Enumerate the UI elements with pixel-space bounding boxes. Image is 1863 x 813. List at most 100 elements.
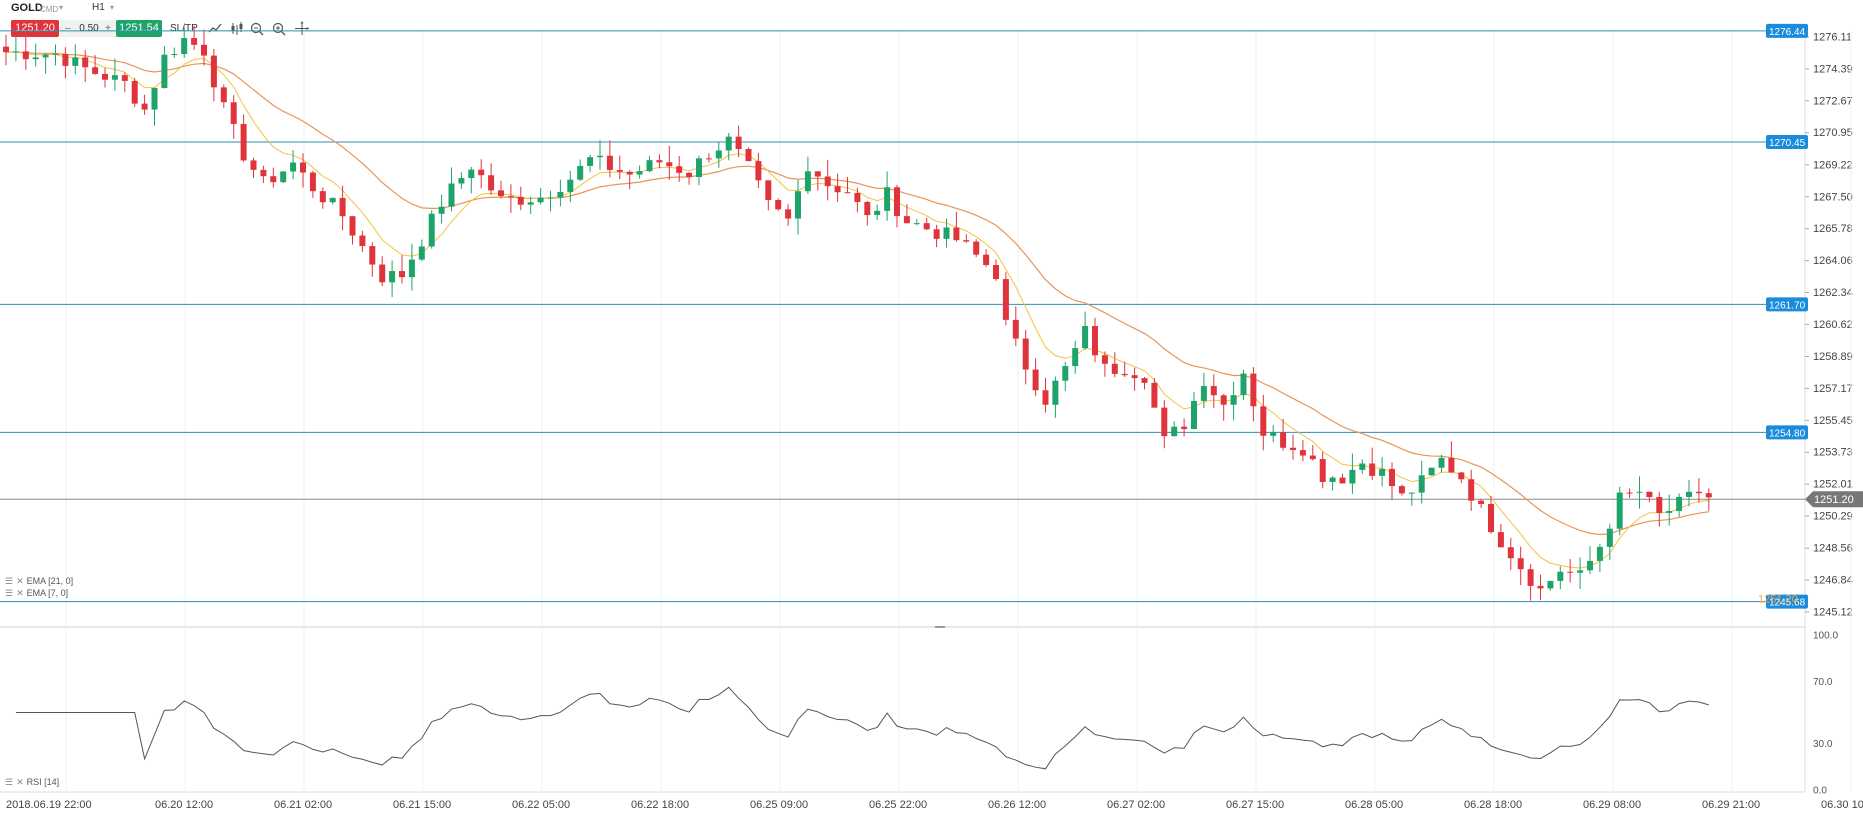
price-tick-label: 1267.50	[1813, 191, 1853, 203]
ema21-legend[interactable]: ☰ ✕ EMA [21, 0]	[5, 576, 73, 587]
candle-body	[1448, 457, 1455, 473]
candle-body	[587, 157, 594, 166]
candle-body	[62, 53, 69, 66]
candle-body	[102, 73, 108, 80]
candle-body	[725, 136, 732, 151]
candle-body	[686, 172, 693, 178]
time-tick-label: 06.29 21:00	[1702, 799, 1760, 811]
candle-body	[775, 200, 782, 210]
timeframe-dropdown-icon[interactable]: ▾	[110, 3, 115, 12]
crosshair-icon[interactable]	[294, 20, 310, 37]
candle-body	[1349, 469, 1356, 484]
candle-body	[616, 169, 623, 172]
increase-button[interactable]: +	[105, 23, 111, 34]
candle-body	[1141, 378, 1148, 383]
candle-body	[735, 136, 742, 150]
close-icon[interactable]: ✕	[16, 576, 24, 586]
zoom-in-icon[interactable]	[271, 20, 287, 37]
candle-body	[646, 160, 653, 172]
price-level-tag-label: 1276.44	[1769, 27, 1806, 38]
price-level-tag	[1766, 425, 1808, 440]
menu-icon[interactable]: ☰	[5, 777, 14, 787]
candle-body	[1468, 479, 1475, 501]
price-tick-label: 1257.17	[1813, 383, 1853, 395]
line-chart-icon[interactable]	[207, 20, 223, 37]
candle-body	[260, 169, 267, 177]
price-tick-label: 1269.22	[1813, 159, 1853, 171]
candle-body	[498, 190, 504, 197]
candle-body	[1646, 491, 1653, 498]
decrease-button[interactable]: –	[65, 23, 71, 34]
candle-body	[1082, 326, 1089, 349]
candle-body	[92, 67, 99, 74]
candle-body	[309, 172, 316, 192]
candle-body	[72, 57, 79, 66]
candle-body	[1290, 447, 1296, 451]
candle-body	[844, 192, 851, 194]
rsi-tick-label: 100.0	[1813, 631, 1838, 642]
ema7-legend[interactable]: ☰ ✕ EMA [7, 0]	[5, 588, 68, 599]
candle-body	[606, 155, 613, 170]
candle-body	[1220, 395, 1227, 405]
candle-body	[121, 75, 128, 81]
candle-body	[1062, 366, 1069, 381]
symbol-name[interactable]: GOLD	[11, 2, 43, 14]
candle-body	[349, 216, 356, 236]
price-level-tag-label: 1270.45	[1769, 138, 1806, 149]
candle-body	[636, 171, 643, 175]
time-tick-label: 06.22 05:00	[512, 799, 570, 811]
candle-body	[1577, 570, 1584, 573]
price-level-tag	[1766, 135, 1808, 150]
candle-body	[1705, 493, 1712, 498]
close-icon[interactable]: ✕	[16, 588, 24, 598]
candle-body	[547, 197, 554, 199]
candle-body	[517, 196, 524, 205]
time-tick-label: 06.21 15:00	[393, 799, 451, 811]
candle-body	[1260, 406, 1267, 436]
close-icon[interactable]: ✕	[16, 777, 24, 787]
volume-value[interactable]: 0.50	[79, 23, 99, 34]
menu-icon[interactable]: ☰	[5, 576, 14, 586]
candle-body	[3, 46, 9, 53]
candle-body	[1695, 491, 1702, 494]
candle-body	[696, 158, 702, 178]
candle-body	[1121, 373, 1128, 376]
candle-body	[151, 87, 158, 110]
price-level-tag-label: 1261.70	[1769, 300, 1806, 311]
candle-body	[82, 57, 89, 68]
candle-body	[1488, 503, 1494, 533]
candle-body	[1240, 373, 1247, 396]
candle-body	[250, 160, 257, 170]
timeframe-selector[interactable]: H1	[92, 2, 105, 13]
candle-body	[42, 54, 49, 58]
candle-body	[1636, 491, 1643, 493]
rsi-legend[interactable]: ☰ ✕ RSI [14]	[5, 777, 59, 788]
current-price-tag	[1805, 491, 1863, 508]
candle-body	[131, 80, 138, 104]
price-level-tag-label: 1245.68	[1769, 598, 1806, 609]
candle-body	[705, 158, 712, 160]
candle-body	[1408, 492, 1415, 494]
candle-body	[181, 38, 188, 55]
candle-body	[171, 54, 178, 56]
candle-body	[1191, 400, 1197, 430]
candle-body	[1517, 558, 1524, 570]
symbol-dropdown-icon[interactable]: ▾	[59, 3, 64, 12]
candle-body	[22, 51, 29, 60]
candle-body	[1547, 580, 1554, 589]
candle-body	[1567, 571, 1574, 573]
candle-body	[864, 201, 871, 216]
candle-body	[399, 271, 405, 278]
candle-body	[1111, 363, 1118, 374]
zoom-out-icon[interactable]	[249, 20, 265, 37]
candle-body	[557, 191, 564, 198]
candle-body	[1616, 492, 1623, 529]
time-tick-label: 06.30 10:00	[1821, 799, 1863, 811]
volume-stepper[interactable]: – 0.50 +	[60, 20, 116, 37]
candle-body	[1398, 486, 1405, 494]
candle-body	[1012, 319, 1019, 339]
bar-chart-icon[interactable]	[229, 20, 245, 37]
menu-icon[interactable]: ☰	[5, 588, 14, 598]
candle-body	[389, 271, 396, 283]
